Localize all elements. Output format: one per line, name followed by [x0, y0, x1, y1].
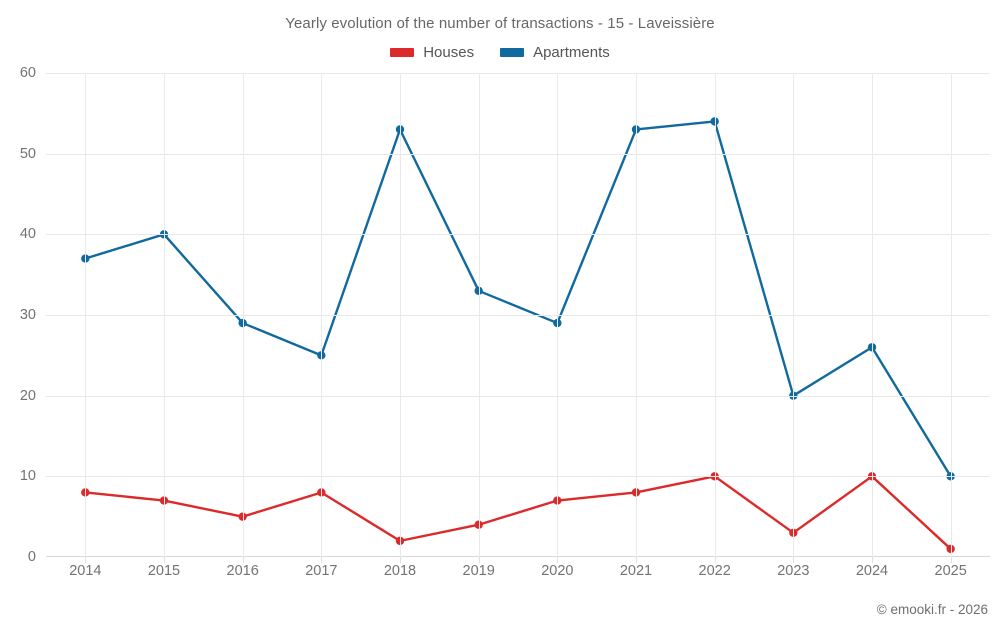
- x-axis-tick-mark: [400, 557, 401, 563]
- series-houses: Houses 2014: 8Houses 2015: 7Houses 2016:…: [81, 472, 955, 554]
- gridline-vertical: [714, 73, 716, 557]
- gridline-horizontal: [46, 395, 990, 397]
- x-axis-tick-label: 2017: [305, 563, 338, 579]
- legend-label: Houses: [423, 44, 475, 61]
- x-axis-tick-mark: [321, 557, 323, 563]
- x-axis-tick-mark: [793, 557, 795, 563]
- x-axis-baseline: [46, 556, 990, 557]
- y-axis-tick-label: 50: [19, 145, 36, 162]
- gridline-vertical: [85, 73, 87, 557]
- gridline-horizontal: [46, 73, 990, 74]
- gridline-horizontal: [46, 234, 990, 236]
- data-point-marker[interactable]: Houses 2018: 2: [395, 536, 405, 546]
- gridline-horizontal: [46, 153, 990, 155]
- y-axis-tick-label: 60: [19, 65, 36, 81]
- gridline-vertical: [636, 73, 637, 557]
- gridline-horizontal: [46, 315, 990, 316]
- x-axis-tick-label: 2024: [855, 563, 889, 579]
- x-axis-tick-label: 2025: [934, 563, 967, 579]
- footer-credit: © emooki.fr - 2026: [876, 602, 988, 617]
- y-axis-tick-label: 40: [19, 226, 36, 243]
- chart-title: Yearly evolution of the number of transa…: [285, 15, 715, 32]
- gridline-vertical: [478, 73, 480, 557]
- gridline-vertical: [872, 73, 873, 557]
- x-axis-tick-label: 2019: [462, 563, 495, 579]
- x-axis-tick-mark: [242, 557, 244, 563]
- gridline-vertical: [321, 73, 323, 557]
- series-line: [84, 475, 952, 551]
- x-axis-tick-mark: [714, 557, 716, 563]
- plot-area: Houses 2014: 8Houses 2015: 7Houses 2016:…: [46, 73, 990, 557]
- x-axis-tick-label: 2014: [69, 563, 102, 579]
- x-axis-tick-mark: [636, 557, 637, 563]
- x-axis-tick-label: 2023: [777, 563, 810, 579]
- legend-swatch-icon: [500, 48, 525, 57]
- gridline-vertical: [793, 73, 795, 557]
- chart-legend: Houses Apartments: [0, 44, 1000, 61]
- x-axis-tick-mark: [85, 557, 87, 563]
- series-line: [84, 120, 952, 478]
- gridline-vertical: [950, 73, 952, 557]
- legend-item-houses[interactable]: Houses: [390, 44, 474, 61]
- gridline-vertical: [557, 73, 559, 557]
- gridline-horizontal: [46, 476, 990, 478]
- x-axis-tick-label: 2018: [383, 563, 417, 579]
- x-axis-tick-label: 2020: [541, 563, 574, 579]
- y-axis-tick-label: 20: [19, 387, 36, 404]
- x-axis-tick-mark: [478, 557, 480, 563]
- y-axis-tick-labels: 0 10 20 30 40 50 60: [0, 65, 36, 565]
- x-axis-tick-label: 2021: [619, 563, 653, 579]
- x-axis-tick-mark: [557, 557, 559, 563]
- x-axis-tick-mark: [950, 557, 952, 563]
- gridline-vertical: [400, 73, 401, 557]
- data-point-marker[interactable]: Apartments 2018: 53: [395, 125, 405, 134]
- y-axis-tick-label: 30: [19, 307, 36, 323]
- x-axis-tick-mark: [164, 557, 165, 563]
- gridline-vertical: [242, 73, 244, 557]
- legend-swatch-icon: [390, 48, 415, 57]
- legend-label: Apartments: [533, 44, 610, 61]
- x-axis-tick-labels: 2014 2015 2016 2017 2018 2019 2020 2021 2022 2023…: [46, 557, 990, 585]
- legend-item-apartments[interactable]: Apartments: [500, 44, 610, 61]
- x-axis-tick-label: 2016: [226, 563, 259, 579]
- series-apartments: Apartments 2014: 37Apartments 2015: 40Ap…: [81, 117, 955, 481]
- x-axis-tick-label: 2015: [147, 563, 181, 579]
- x-axis-tick-label: 2022: [698, 563, 731, 579]
- y-axis-tick-label: 0: [27, 549, 36, 565]
- gridline-vertical: [164, 73, 165, 557]
- x-axis-tick-mark: [872, 557, 873, 563]
- y-axis-tick-label: 10: [19, 468, 36, 485]
